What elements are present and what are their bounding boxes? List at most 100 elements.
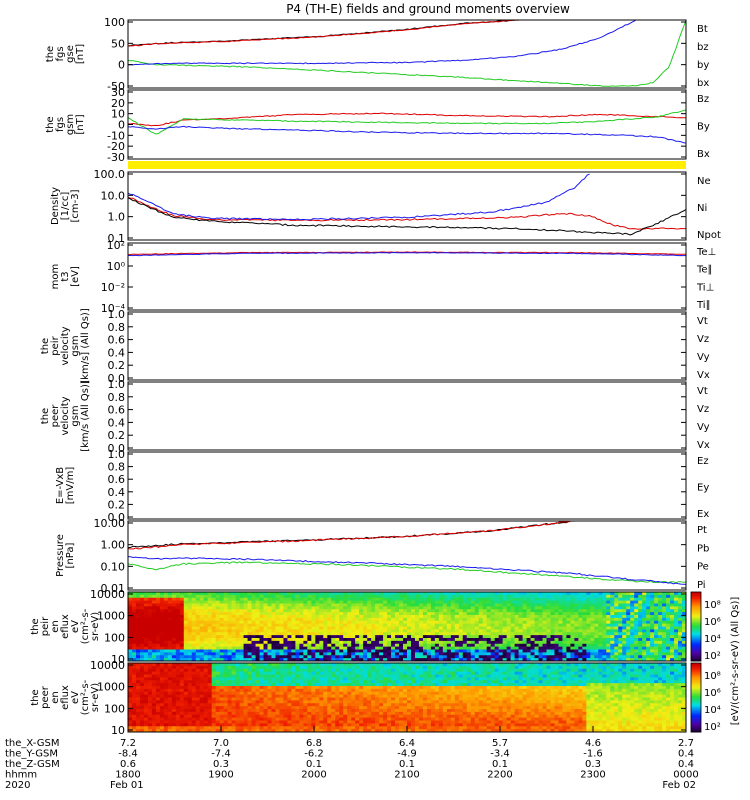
spectrogram-cell xyxy=(219,711,225,716)
y-axis-label: velocity xyxy=(60,326,71,365)
spectrogram-cell xyxy=(327,665,332,670)
spectrogram-cell xyxy=(498,620,504,625)
spectrogram-cell xyxy=(315,612,320,616)
spectrogram-cell xyxy=(339,606,344,610)
spectrogram-cell xyxy=(383,655,388,659)
spectrogram-cell xyxy=(303,677,308,681)
spectrogram-cell xyxy=(179,694,185,698)
spectrogram-cell xyxy=(650,626,655,630)
spectrogram-cell xyxy=(323,592,328,596)
spectrogram-cell xyxy=(275,691,280,696)
spectrogram-cell xyxy=(430,592,436,596)
spectrogram-cell xyxy=(263,635,268,639)
spectrogram-cell xyxy=(155,703,161,707)
spectrogram-cell xyxy=(235,643,241,648)
spectrogram-cell xyxy=(287,668,292,673)
spectrogram-cell xyxy=(442,643,448,648)
spectrogram-cell xyxy=(251,686,257,690)
spectrogram-cell xyxy=(502,635,508,639)
spectrogram-cell xyxy=(502,606,508,610)
y-tick-label: 0.0 xyxy=(108,372,126,385)
spectrogram-cell xyxy=(227,703,233,707)
spectrogram-cell xyxy=(430,640,436,645)
spectrogram-cell xyxy=(391,638,396,642)
spectrogram-cell xyxy=(490,655,496,659)
spectrogram-cell xyxy=(199,652,205,656)
spectrogram-cell xyxy=(654,603,659,607)
spectrogram-cell xyxy=(159,658,165,662)
spectrogram-cell xyxy=(478,617,484,622)
spectrogram-cell xyxy=(299,697,304,701)
spectrogram-cell xyxy=(363,617,368,622)
spectrogram-cell xyxy=(243,635,249,639)
spectrogram-cell xyxy=(131,697,137,701)
spectrogram-cell xyxy=(267,594,272,599)
spectrogram-cell xyxy=(235,609,241,613)
spectrogram-cell xyxy=(395,626,400,630)
spectrogram-cell xyxy=(259,603,265,607)
spectrogram-cell xyxy=(359,592,364,596)
spectrogram-cell xyxy=(267,617,272,622)
spectrogram-cell xyxy=(283,709,288,713)
spectrogram-cell xyxy=(275,668,280,673)
spectrogram-cell xyxy=(151,597,157,602)
spectrogram-cell xyxy=(155,620,161,625)
spectrogram-cell xyxy=(227,706,233,710)
spectrogram-cell xyxy=(331,638,336,642)
spectrogram-cell xyxy=(223,717,229,721)
spectrogram-cell xyxy=(351,688,356,693)
spectrogram-cell xyxy=(239,726,245,730)
spectrogram-cell xyxy=(335,700,340,704)
spectrogram-cell xyxy=(658,638,663,642)
spectrogram-cell xyxy=(498,615,504,619)
spectrogram-cell xyxy=(654,649,659,653)
spectrogram-cell xyxy=(426,606,432,610)
spectrogram-cell xyxy=(231,620,237,625)
spectrogram-cell xyxy=(211,612,217,616)
spectrogram-cell xyxy=(139,717,145,721)
spectrogram-cell xyxy=(259,609,265,613)
spectrogram-cell xyxy=(327,615,332,619)
spectrogram-cell xyxy=(654,592,659,596)
spectrogram-cell xyxy=(323,694,328,698)
spectrogram-cell xyxy=(634,617,639,622)
spectrogram-cell xyxy=(630,615,635,619)
spectrogram-cell xyxy=(494,652,500,656)
spectrogram-cell xyxy=(355,658,360,662)
spectrogram-cell xyxy=(578,626,583,630)
spectrogram-cell xyxy=(606,632,611,636)
spectrogram-cell xyxy=(399,649,404,653)
spectrogram-cell xyxy=(486,655,492,659)
spectrogram-cell xyxy=(227,688,233,693)
spectrogram-cell xyxy=(251,700,257,704)
spectrogram-cell xyxy=(327,720,332,724)
spectrogram-cell xyxy=(299,632,304,636)
spectrogram-cell xyxy=(682,617,687,622)
spectrogram-cell xyxy=(223,706,229,710)
spectrogram-cell xyxy=(462,609,468,613)
spectrogram-cell xyxy=(383,638,388,642)
spectrogram-cell xyxy=(634,612,639,616)
spectrogram-cell xyxy=(391,646,396,650)
spectrogram-cell xyxy=(554,620,559,625)
legend-entry: Npot xyxy=(697,230,721,241)
spectrogram-cell xyxy=(538,626,544,630)
spectrogram-cell xyxy=(183,694,189,698)
spectrogram-cell xyxy=(163,714,169,719)
panel-frame xyxy=(127,451,687,520)
spectrogram-cell xyxy=(347,592,352,596)
spectrogram-cell xyxy=(151,714,157,719)
spectrogram-cell xyxy=(462,600,468,604)
spectrogram-cell xyxy=(474,632,480,636)
spectrogram-cell xyxy=(159,617,165,622)
spectrogram-cell xyxy=(283,688,288,693)
spectrogram-cell xyxy=(255,717,261,721)
spectrogram-cell xyxy=(215,617,221,622)
spectrogram-cell xyxy=(450,594,456,599)
spectrogram-cell xyxy=(291,612,296,616)
spectrogram-cell xyxy=(311,615,316,619)
spectrogram-cell xyxy=(207,609,213,613)
spectrogram-cell xyxy=(315,632,320,636)
spectrogram-cell xyxy=(147,603,153,607)
spectrogram-cell xyxy=(323,674,328,678)
